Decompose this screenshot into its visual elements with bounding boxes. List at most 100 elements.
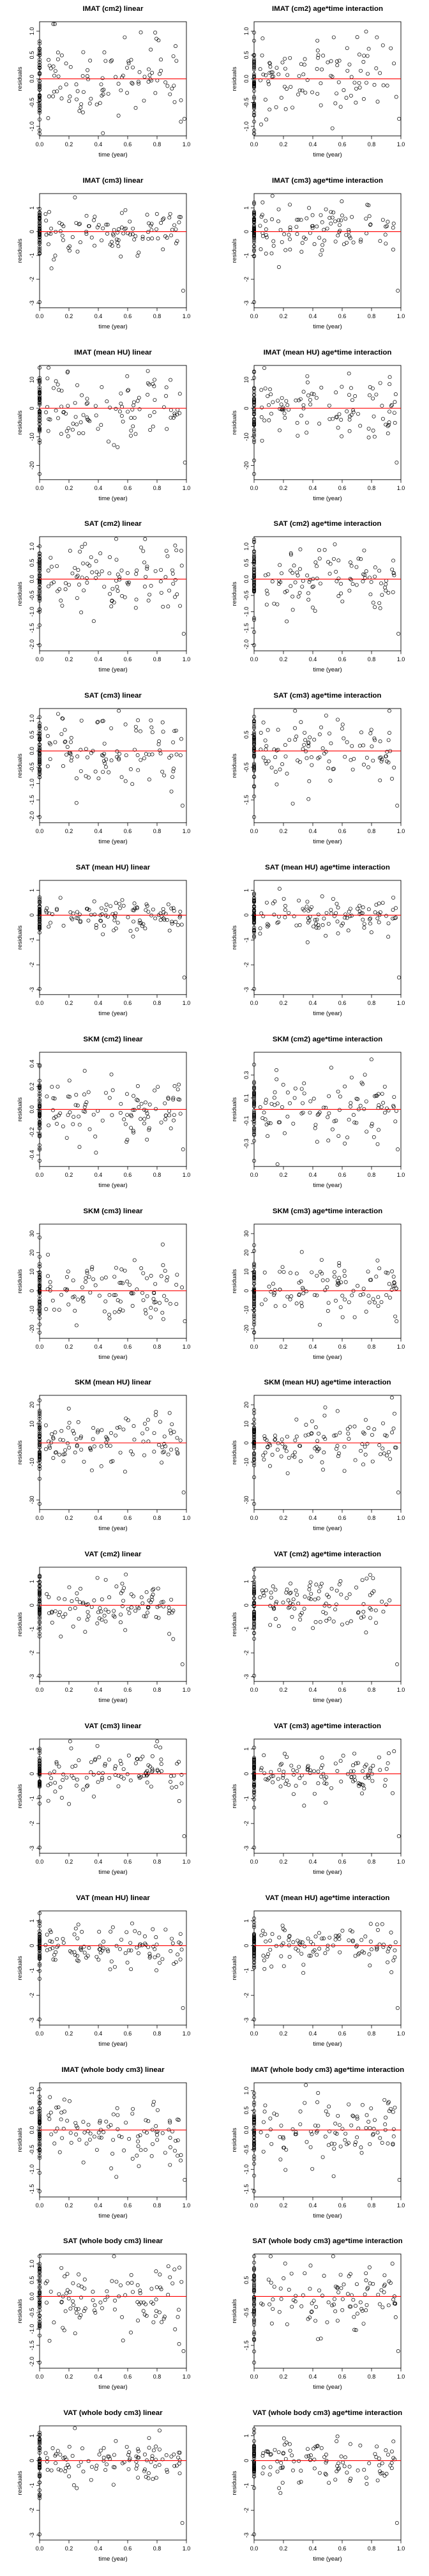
data-point [305,374,310,378]
data-point [276,207,281,211]
data-point [128,1940,133,1945]
data-point [75,422,79,426]
data-point [252,432,256,436]
data-point [141,2309,146,2313]
data-point [283,1445,287,1449]
data-point [38,400,41,404]
data-point [55,564,59,569]
data-point [288,1297,292,1301]
y-tick-label: -1 [29,1796,35,1801]
data-point [380,901,385,905]
data-point [141,549,146,553]
data-point [252,1114,256,1119]
data-point [279,402,283,406]
data-point [252,1610,256,1614]
data-point [252,95,256,99]
data-point [142,75,147,79]
data-point [168,2145,172,2149]
data-point [252,928,256,932]
data-point [114,1292,118,1297]
data-point [252,53,256,57]
data-point [252,1475,256,1480]
data-point [135,1098,140,1103]
y-tick-label: -0.5 [243,591,250,601]
data-point [365,1442,370,1446]
data-point [176,923,180,927]
y-tick-label: 20 [29,1249,35,1255]
x-tick-label: 0.6 [124,656,132,663]
data-point [119,1774,123,1779]
data-point [336,576,341,581]
data-point [51,1957,56,1961]
y-axis-label: residuals [231,1956,238,1980]
data-point [142,560,146,565]
data-point [89,1267,94,1271]
data-point [130,1921,134,1926]
data-point [396,288,400,293]
data-point [349,564,354,569]
data-point [342,2283,346,2287]
data-point [174,227,178,231]
x-tick-label: 0.4 [309,2373,317,2380]
data-point [108,1444,112,1448]
data-point [252,113,256,118]
data-point [144,1942,148,1947]
data-point [379,1105,384,1109]
data-point [124,1140,129,1144]
data-point [78,240,82,244]
data-point [177,2308,181,2312]
data-point [377,1128,380,1132]
data-point [44,1447,48,1452]
data-point [162,916,166,921]
data-point [112,1310,117,1314]
x-tick-label: 0.6 [124,2373,132,2380]
data-point [59,53,64,57]
data-point [46,569,50,573]
data-point [38,2131,41,2136]
data-point [364,1099,368,1103]
data-point [336,905,340,910]
data-point [336,233,340,238]
data-point [38,1607,41,1612]
data-point [286,1598,290,1602]
data-point [252,1745,256,1750]
y-tick-label: -20 [243,461,250,470]
data-point [80,74,85,78]
x-tick-label: 0.8 [153,1000,162,1006]
data-point [38,1306,41,1310]
data-point [109,1431,113,1436]
data-point [63,728,67,732]
data-point [38,1604,41,1609]
data-point [124,1572,128,1577]
data-point [146,369,150,373]
data-point [38,1621,41,1625]
data-point [106,91,110,96]
data-point [327,403,331,408]
data-point [51,22,56,26]
data-point [252,900,256,905]
data-point [68,910,73,914]
data-point [367,2266,372,2270]
data-point [96,719,100,724]
data-point [314,2305,318,2310]
y-tick-label: -2 [243,277,250,282]
data-point [267,418,271,422]
data-point [261,234,265,238]
data-point [38,1158,41,1163]
data-point [73,415,78,419]
data-point [331,210,336,215]
data-point [38,1131,41,1135]
data-point [335,1282,340,1287]
data-point [282,896,286,901]
x-tick-label: 0.4 [309,1343,317,1349]
data-point [38,2320,41,2325]
data-point [390,777,394,781]
data-point [95,1575,100,1580]
data-point [384,1292,389,1297]
data-point [323,1951,327,1955]
data-point [155,2108,160,2112]
y-tick-label: 0.0 [29,576,35,584]
data-point [368,1616,372,1620]
y-tick-label: 0.5 [243,2106,250,2115]
data-point [72,2303,76,2308]
